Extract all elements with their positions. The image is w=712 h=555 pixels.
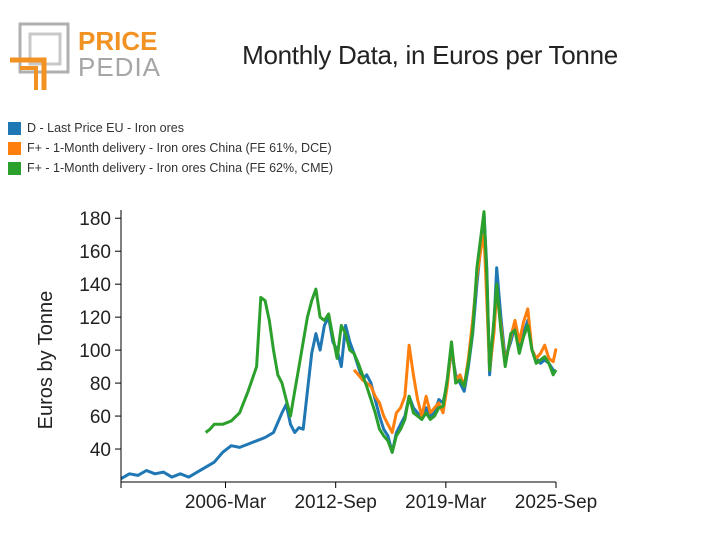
legend-label: F+ - 1-Month delivery - Iron ores China … [27, 161, 333, 175]
y-tick-label: 160 [79, 242, 111, 263]
axes: 40 60 80 100 120 140 160 180 2006-Mar 2012-Sep 201… [35, 209, 597, 513]
logo-text-price: PRICE [78, 26, 157, 56]
series-line-3 [204, 210, 558, 454]
legend-item-china-cme[interactable]: F+ - 1-Month delivery - Iron ores China … [8, 158, 333, 178]
series-line-1 [120, 211, 557, 480]
legend-swatch-green [8, 161, 21, 175]
series-line-2 [352, 233, 558, 434]
y-tick-label: 100 [79, 341, 111, 362]
y-tick-label: 180 [79, 209, 111, 230]
logo-text-pedia: PEDIA [78, 52, 161, 82]
x-tick-label: 2019-Mar [405, 492, 487, 513]
logo-mark [10, 22, 70, 90]
pricepedia-logo: PRICE PEDIA [10, 22, 161, 90]
y-tick-label: 40 [90, 440, 111, 461]
legend-label: D - Last Price EU - Iron ores [27, 121, 184, 135]
y-tick-label: 80 [90, 374, 111, 395]
x-tick-label: 2025-Sep [515, 492, 597, 513]
legend-swatch-orange [8, 141, 21, 155]
y-tick-label: 120 [79, 308, 111, 329]
y-axis-label: Euros by Tonne [35, 291, 57, 430]
legend-item-china-dce[interactable]: F+ - 1-Month delivery - Iron ores China … [8, 138, 333, 158]
legend-item-eu-iron[interactable]: D - Last Price EU - Iron ores [8, 118, 333, 138]
x-tick-label: 2006-Mar [185, 492, 267, 513]
legend-label: F+ - 1-Month delivery - Iron ores China … [27, 141, 332, 155]
series-layer [120, 210, 558, 480]
x-tick-label: 2012-Sep [294, 492, 376, 513]
legend-swatch-blue [8, 121, 21, 135]
chart-title: Monthly Data, in Euros per Tonne [242, 40, 618, 70]
chart-legend: D - Last Price EU - Iron ores F+ - 1-Mon… [8, 118, 333, 178]
y-tick-label: 60 [90, 407, 111, 428]
y-tick-label: 140 [79, 275, 111, 296]
